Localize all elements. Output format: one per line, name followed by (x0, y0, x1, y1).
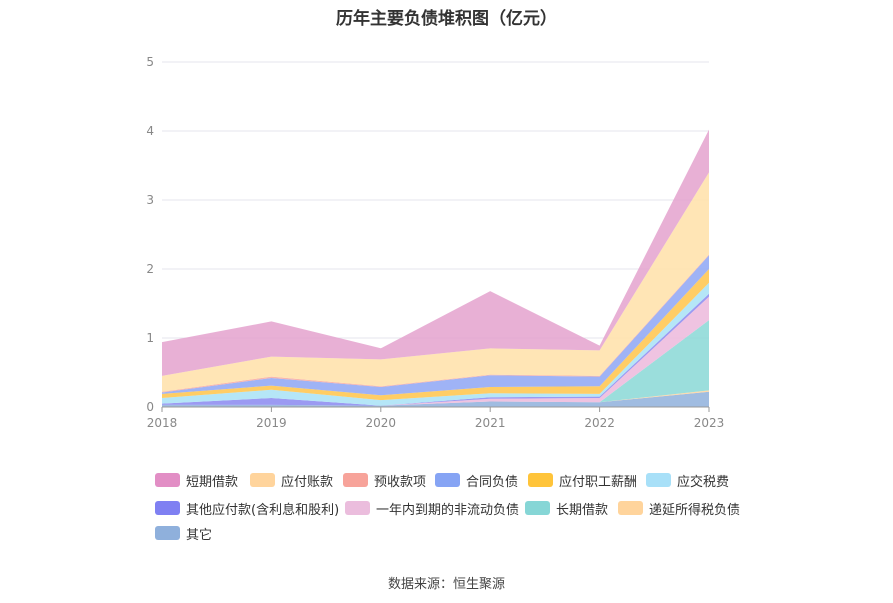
legend-swatch (343, 473, 368, 487)
legend-swatch (155, 473, 180, 487)
legend-item[interactable]: 应付职工薪酬 (528, 470, 637, 490)
legend-item[interactable]: 长期借款 (525, 498, 608, 518)
x-tick-label: 2021 (475, 416, 506, 430)
legend-label: 递延所得税负债 (649, 502, 741, 518)
x-tick-label: 2023 (694, 416, 725, 430)
legend-item[interactable]: 短期借款 (155, 470, 238, 490)
legend-item[interactable]: 应付账款 (250, 470, 333, 490)
legend-swatch (618, 501, 643, 515)
y-tick-label: 0 (146, 400, 154, 414)
data-source: 数据来源：恒生聚源 (387, 577, 505, 592)
legend-item[interactable]: 一年内到期的非流动负债 (345, 498, 519, 518)
legend-label: 应交税费 (677, 474, 730, 490)
y-tick-label: 4 (146, 124, 154, 138)
legend-item[interactable]: 递延所得税负债 (618, 498, 740, 518)
legend-item[interactable]: 其它 (155, 523, 212, 543)
y-tick-label: 3 (146, 193, 154, 207)
legend-label: 预收款项 (374, 474, 427, 490)
y-tick-label: 5 (146, 55, 154, 69)
legend-label: 其他应付款(含利息和股利) (186, 502, 340, 518)
legend-swatch (528, 473, 553, 487)
legend-label: 应付账款 (281, 474, 334, 490)
y-axis-labels: 0 1 2 3 4 5 (146, 55, 154, 414)
legend-item[interactable]: 其他应付款(含利息和股利) (155, 498, 339, 518)
legend-label: 长期借款 (556, 502, 609, 518)
legend-swatch (155, 526, 180, 540)
y-tick-label: 1 (146, 331, 154, 345)
x-axis (161, 406, 710, 412)
legend-swatch (435, 473, 460, 487)
area-series-10 (162, 129, 709, 376)
x-tick-label: 2020 (366, 416, 397, 430)
legend-swatch (525, 501, 550, 515)
legend-label: 合同负债 (466, 474, 519, 490)
legend-swatch (250, 473, 275, 487)
x-tick-label: 2018 (147, 416, 178, 430)
legend-label: 应付职工薪酬 (559, 474, 638, 490)
y-tick-label: 2 (146, 262, 154, 276)
x-axis-labels: 2018 2019 2020 2021 2022 2023 (147, 416, 725, 430)
x-tick-label: 2022 (584, 416, 615, 430)
legend-swatch (646, 473, 671, 487)
legend-item[interactable]: 预收款项 (343, 470, 426, 490)
legend-swatch (345, 501, 370, 515)
legend-item[interactable]: 应交税费 (646, 470, 729, 490)
area-series (162, 129, 709, 407)
area-series-0 (162, 391, 709, 407)
legend-label: 其它 (186, 527, 213, 543)
legend-label: 一年内到期的非流动负债 (376, 502, 520, 518)
legend-swatch (155, 501, 180, 515)
legend-item[interactable]: 合同负债 (435, 470, 518, 490)
x-tick-label: 2019 (256, 416, 287, 430)
legend-label: 短期借款 (186, 474, 239, 490)
area-series-9 (162, 172, 709, 392)
chart-title: 历年主要负债堆积图（亿元） (336, 9, 557, 29)
